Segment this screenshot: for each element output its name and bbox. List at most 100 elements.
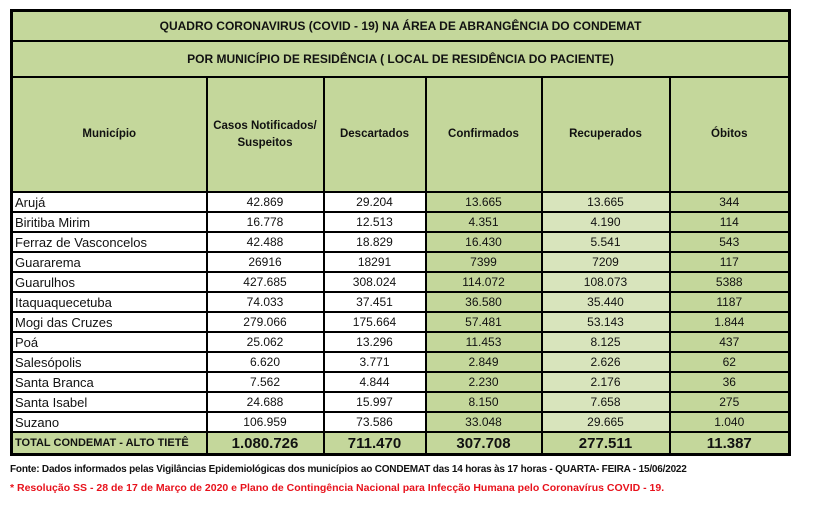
cell-confirmados: 36.580 (424, 291, 543, 313)
cell-obitos: 117 (668, 251, 791, 273)
cell-descartados: 13.296 (322, 331, 427, 353)
cell-confirmados: 13.665 (424, 191, 543, 213)
cell-obitos: 36 (668, 371, 791, 393)
cell-casos: 6.620 (205, 351, 325, 373)
cell-descartados: 12.513 (322, 211, 427, 233)
cell-confirmados: 16.430 (424, 231, 543, 253)
cell-recuperados: 13.665 (540, 191, 671, 213)
header-confirmados: Confirmados (424, 76, 543, 193)
legal-note: * Resolução SS - 28 de 17 de Março de 20… (10, 482, 665, 494)
cell-recuperados: 2.626 (540, 351, 671, 373)
cell-municipio: Mogi das Cruzes (10, 311, 208, 333)
header-casos-line2: Suspeitos (237, 136, 293, 149)
cell-obitos: 1187 (668, 291, 791, 313)
cell-confirmados: 57.481 (424, 311, 543, 333)
header-descartados: Descartados (322, 76, 427, 193)
header-row: Município Casos Notificados/Suspeitos De… (10, 76, 791, 193)
table-row: Mogi das Cruzes 279.066 175.664 57.481 53.14… (10, 311, 791, 333)
total-confirmados: 307.708 (424, 431, 543, 456)
table-row: Biritiba Mirim 16.778 12.513 4.351 4.190 114 (10, 211, 791, 233)
cell-casos: 427.685 (205, 271, 325, 293)
cell-obitos: 114 (668, 211, 791, 233)
table-subtitle: POR MUNICÍPIO DE RESIDÊNCIA ( LOCAL DE R… (10, 40, 791, 78)
table-row: Poá 25.062 13.296 11.453 8.125 437 (10, 331, 791, 353)
cell-casos: 24.688 (205, 391, 325, 413)
cell-obitos: 5388 (668, 271, 791, 293)
cell-confirmados: 11.453 (424, 331, 543, 353)
cell-descartados: 37.451 (322, 291, 427, 313)
cell-recuperados: 2.176 (540, 371, 671, 393)
cell-municipio: Itaquaquecetuba (10, 291, 208, 313)
cell-casos: 25.062 (205, 331, 325, 353)
cell-recuperados: 53.143 (540, 311, 671, 333)
cell-municipio: Guarulhos (10, 271, 208, 293)
cell-casos: 74.033 (205, 291, 325, 313)
cell-recuperados: 7.658 (540, 391, 671, 413)
cell-municipio: Biritiba Mirim (10, 211, 208, 233)
total-label: TOTAL CONDEMAT - ALTO TIETÊ (10, 431, 208, 456)
cell-descartados: 15.997 (322, 391, 427, 413)
cell-municipio: Suzano (10, 411, 208, 433)
cell-casos: 16.778 (205, 211, 325, 233)
table-row: Ferraz de Vasconcelos 42.488 18.829 16.430 5… (10, 231, 791, 253)
cell-confirmados: 7399 (424, 251, 543, 273)
header-obitos: Óbitos (668, 76, 791, 193)
cell-confirmados: 4.351 (424, 211, 543, 233)
table-row: Suzano 106.959 73.586 33.048 29.665 1.040 (10, 411, 791, 433)
cell-municipio: Ferraz de Vasconcelos (10, 231, 208, 253)
cell-recuperados: 7209 (540, 251, 671, 273)
cell-descartados: 73.586 (322, 411, 427, 433)
cell-recuperados: 108.073 (540, 271, 671, 293)
cell-obitos: 62 (668, 351, 791, 373)
table-row: Arujá 42.869 29.204 13.665 13.665 344 (10, 191, 791, 213)
cell-casos: 42.869 (205, 191, 325, 213)
cell-recuperados: 8.125 (540, 331, 671, 353)
table-row: Guararema 26916 18291 7399 7209 117 (10, 251, 791, 273)
cell-confirmados: 2.230 (424, 371, 543, 393)
cell-descartados: 4.844 (322, 371, 427, 393)
table-row: Santa Isabel 24.688 15.997 8.150 7.658 275 (10, 391, 791, 413)
cell-descartados: 18291 (322, 251, 427, 273)
cell-descartados: 175.664 (322, 311, 427, 333)
total-casos: 1.080.726 (205, 431, 325, 456)
table-row: Salesópolis 6.620 3.771 2.849 2.626 62 (10, 351, 791, 373)
cell-obitos: 1.040 (668, 411, 791, 433)
total-recuperados: 277.511 (540, 431, 671, 456)
cell-obitos: 275 (668, 391, 791, 413)
table-row: Santa Branca 7.562 4.844 2.230 2.176 36 (10, 371, 791, 393)
header-municipio: Município (10, 76, 208, 193)
cell-recuperados: 5.541 (540, 231, 671, 253)
total-obitos: 11.387 (668, 431, 791, 456)
cell-descartados: 29.204 (322, 191, 427, 213)
table-row: Guarulhos 427.685 308.024 114.072 108.073 538… (10, 271, 791, 293)
cell-obitos: 1.844 (668, 311, 791, 333)
cell-confirmados: 8.150 (424, 391, 543, 413)
cell-municipio: Salesópolis (10, 351, 208, 373)
cell-municipio: Poá (10, 331, 208, 353)
cell-casos: 26916 (205, 251, 325, 273)
cell-confirmados: 2.849 (424, 351, 543, 373)
cell-obitos: 543 (668, 231, 791, 253)
cell-municipio: Guararema (10, 251, 208, 273)
cell-municipio: Santa Branca (10, 371, 208, 393)
header-casos: Casos Notificados/Suspeitos (205, 76, 325, 193)
cell-casos: 279.066 (205, 311, 325, 333)
cell-recuperados: 35.440 (540, 291, 671, 313)
total-descartados: 711.470 (322, 431, 427, 456)
cell-confirmados: 33.048 (424, 411, 543, 433)
cell-casos: 106.959 (205, 411, 325, 433)
cell-descartados: 3.771 (322, 351, 427, 373)
table-title: QUADRO CORONAVIRUS (COVID - 19) NA ÁREA … (10, 9, 791, 42)
cell-casos: 42.488 (205, 231, 325, 253)
cell-obitos: 437 (668, 331, 791, 353)
cell-municipio: Arujá (10, 191, 208, 213)
cell-casos: 7.562 (205, 371, 325, 393)
cell-descartados: 18.829 (322, 231, 427, 253)
cell-recuperados: 4.190 (540, 211, 671, 233)
cell-obitos: 344 (668, 191, 791, 213)
table-row: Itaquaquecetuba 74.033 37.451 36.580 35.440 1… (10, 291, 791, 313)
cell-descartados: 308.024 (322, 271, 427, 293)
cell-recuperados: 29.665 (540, 411, 671, 433)
total-row: TOTAL CONDEMAT - ALTO TIETÊ 1.080.726 71… (10, 431, 791, 456)
source-note: Fonte: Dados informados pelas Vigilância… (10, 464, 687, 475)
